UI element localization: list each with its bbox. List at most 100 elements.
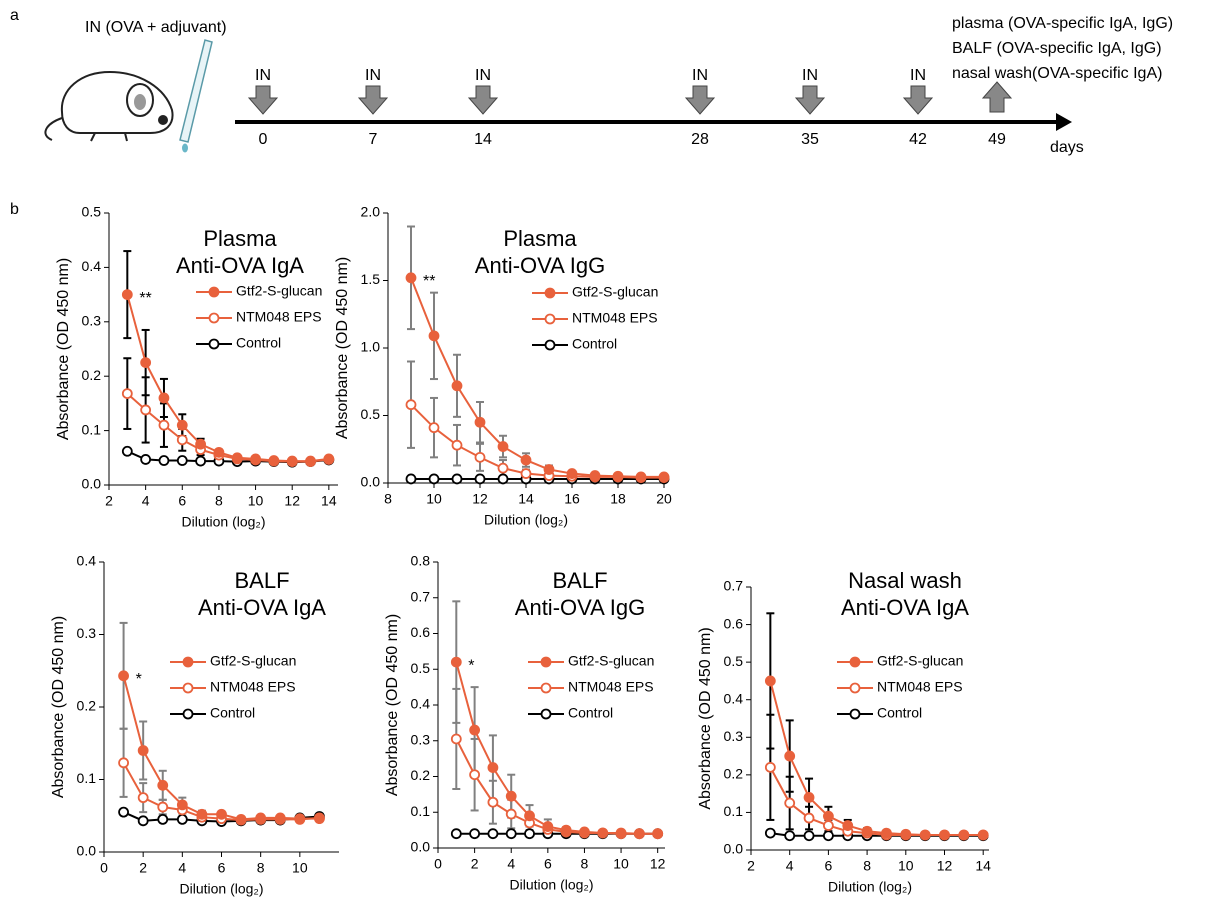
legend-label: Control xyxy=(877,705,922,721)
y-tick-label: 0.7 xyxy=(411,588,431,604)
y-tick-label: 0.5 xyxy=(82,204,102,220)
x-tick-label: 14 xyxy=(518,491,534,507)
y-axis-label: Absorbance (OD 450 nm) xyxy=(55,258,72,440)
x-tick-label: 0 xyxy=(434,856,442,872)
dose-arrow xyxy=(247,85,279,115)
data-point xyxy=(803,812,815,824)
y-tick-label: 0.2 xyxy=(724,766,744,782)
y-tick-label: 0.2 xyxy=(82,367,102,383)
y-tick-label: 0.4 xyxy=(411,696,431,712)
chart-subtitle: Anti-OVA IgA xyxy=(841,595,969,620)
data-point xyxy=(958,829,970,841)
data-point xyxy=(121,388,133,400)
data-point xyxy=(118,806,129,818)
legend-label: Control xyxy=(572,336,617,352)
legend-marker xyxy=(182,708,194,720)
legend-marker xyxy=(544,313,556,325)
dose-label: IN xyxy=(802,67,818,84)
chart-title: BALF xyxy=(234,568,289,593)
x-tick-label: 4 xyxy=(142,493,150,509)
x-tick-label: 18 xyxy=(610,491,626,507)
panel-label: a xyxy=(10,7,19,24)
x-tick-label: 8 xyxy=(863,858,871,874)
data-point xyxy=(250,453,261,465)
legend-marker xyxy=(182,682,194,694)
x-tick-label: 4 xyxy=(178,860,186,876)
data-point xyxy=(881,827,892,839)
data-point xyxy=(474,473,486,485)
data-point xyxy=(469,769,481,781)
timeline-arrowhead xyxy=(1056,113,1072,131)
data-point xyxy=(231,452,243,464)
x-tick-label: 8 xyxy=(215,493,223,509)
data-point xyxy=(196,808,208,820)
dose-label: IN xyxy=(910,67,926,84)
chart-subtitle: Anti-OVA IgG xyxy=(515,595,645,620)
data-point xyxy=(157,779,169,791)
data-point xyxy=(176,434,188,446)
data-point xyxy=(158,455,170,466)
data-point xyxy=(784,830,796,842)
chart-title: Nasal wash xyxy=(848,568,962,593)
x-tick-label: 6 xyxy=(824,858,832,874)
data-point xyxy=(405,473,417,485)
sample-label: plasma (OVA-specific IgA, IgG) xyxy=(952,15,1173,32)
x-tick-label: 0 xyxy=(100,860,108,876)
x-tick-label: 8 xyxy=(257,860,265,876)
data-point xyxy=(157,801,169,813)
chart-title: Plasma xyxy=(503,226,577,251)
data-point xyxy=(652,828,664,840)
series-line xyxy=(122,675,320,821)
legend-marker xyxy=(540,682,552,694)
data-point xyxy=(137,815,149,827)
legend-marker xyxy=(849,656,861,668)
x-tick-label: 8 xyxy=(581,856,589,872)
data-point xyxy=(524,828,535,840)
data-point xyxy=(505,790,517,802)
data-point xyxy=(157,813,169,825)
timeline-axis-label: days xyxy=(1050,139,1084,156)
y-tick-label: 0.0 xyxy=(411,839,431,855)
data-point xyxy=(137,792,149,804)
data-point xyxy=(469,724,481,736)
data-point xyxy=(255,812,267,824)
data-point xyxy=(939,829,950,841)
legend-marker xyxy=(849,708,861,720)
data-point xyxy=(784,797,796,809)
x-tick-label: 14 xyxy=(975,858,991,874)
data-point xyxy=(474,451,486,463)
x-tick-label: 10 xyxy=(613,856,629,872)
data-point xyxy=(784,750,796,762)
y-tick-label: 0.1 xyxy=(411,803,431,819)
data-point xyxy=(137,745,149,756)
x-tick-label: 10 xyxy=(426,491,442,507)
legend-marker xyxy=(849,682,861,694)
data-point xyxy=(579,826,590,838)
legend-marker xyxy=(540,708,552,720)
x-tick-label: 10 xyxy=(292,860,308,876)
data-point xyxy=(235,813,247,825)
data-point xyxy=(195,438,207,450)
dose-label: IN xyxy=(255,67,271,84)
data-point xyxy=(505,808,517,820)
y-tick-label: 0.5 xyxy=(724,653,744,669)
data-point xyxy=(305,455,316,467)
x-tick-label: 14 xyxy=(321,493,337,509)
x-tick-label: 6 xyxy=(544,856,552,872)
day-label: 35 xyxy=(801,131,819,148)
data-point xyxy=(487,828,499,840)
sampling-arrow xyxy=(981,81,1013,113)
x-axis-label: Dilution (log₂) xyxy=(828,879,912,895)
data-point xyxy=(520,468,532,479)
y-tick-label: 0.5 xyxy=(361,406,381,422)
y-tick-label: 0.0 xyxy=(724,841,744,857)
data-point xyxy=(803,830,815,842)
y-tick-label: 0.7 xyxy=(724,578,744,594)
data-point xyxy=(633,828,645,840)
